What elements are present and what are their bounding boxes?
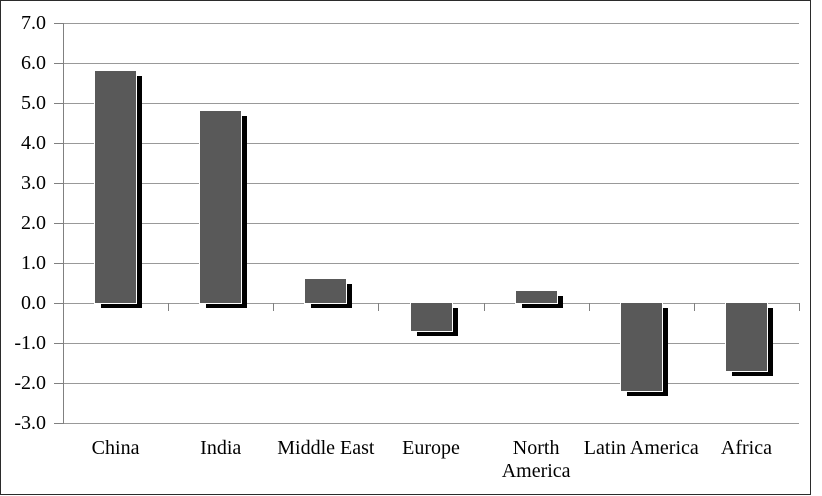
y-axis-label: 7.0 — [21, 12, 46, 34]
bar-latin-america — [619, 302, 663, 392]
bar-europe — [409, 302, 453, 332]
x-axis-tick — [63, 303, 64, 311]
x-axis-tick — [273, 303, 275, 311]
gridline-y-7.0 — [63, 23, 799, 24]
y-axis-label: 1.0 — [21, 252, 46, 274]
x-axis-label-africa: Africa — [720, 437, 772, 459]
y-axis-tick — [54, 143, 64, 144]
y-axis-label: 2.0 — [21, 212, 46, 234]
x-axis-tick — [483, 303, 485, 311]
bar-north-america — [514, 290, 558, 304]
y-axis-tick — [54, 63, 64, 64]
y-axis-label: 6.0 — [21, 52, 46, 74]
bar-africa — [724, 302, 768, 372]
gridline-y-3.0 — [63, 183, 799, 184]
x-axis-tick — [168, 303, 170, 311]
y-axis-tick — [54, 223, 64, 224]
bar-china — [94, 70, 138, 304]
y-axis-label: 5.0 — [21, 92, 46, 114]
x-axis-label-north-america: North America — [501, 437, 571, 482]
x-axis-label-middle-east: Middle East — [277, 437, 375, 459]
x-axis-tick — [799, 303, 800, 311]
gridline-y-1.0 — [63, 263, 799, 264]
y-axis-label: -2.0 — [14, 372, 46, 394]
y-axis-tick — [54, 383, 64, 384]
x-axis-tick — [378, 303, 380, 311]
y-axis-tick — [54, 423, 64, 424]
y-axis-tick — [54, 183, 64, 184]
bar-india — [199, 110, 243, 304]
gridline-y--1.0 — [63, 343, 799, 344]
y-axis-tick — [54, 343, 64, 344]
gridline-y--3.0 — [63, 423, 799, 424]
y-axis-label: 4.0 — [21, 132, 46, 154]
gridline-y--2.0 — [63, 383, 799, 384]
y-axis-line — [63, 23, 64, 424]
bar-middle-east — [304, 278, 348, 304]
gridline-y-2.0 — [63, 223, 799, 224]
x-axis-label-europe: Europe — [402, 437, 460, 459]
y-axis-tick — [54, 103, 64, 104]
gridline-y-5.0 — [63, 103, 799, 104]
x-axis-tick — [588, 303, 590, 311]
x-axis-label-latin-america: Latin America — [583, 437, 699, 459]
gridline-y-4.0 — [63, 143, 799, 144]
y-axis-tick — [54, 303, 64, 304]
y-axis-label: -1.0 — [14, 332, 46, 354]
y-axis-tick — [54, 263, 64, 264]
x-axis-label-china: China — [91, 437, 140, 459]
x-axis-tick — [693, 303, 695, 311]
y-axis-label: 0.0 — [21, 292, 46, 314]
x-axis-label-india: India — [200, 437, 242, 459]
gridline-y-6.0 — [63, 63, 799, 64]
y-axis-label: 3.0 — [21, 172, 46, 194]
y-axis-tick — [54, 23, 64, 24]
y-axis-label: -3.0 — [14, 412, 46, 434]
